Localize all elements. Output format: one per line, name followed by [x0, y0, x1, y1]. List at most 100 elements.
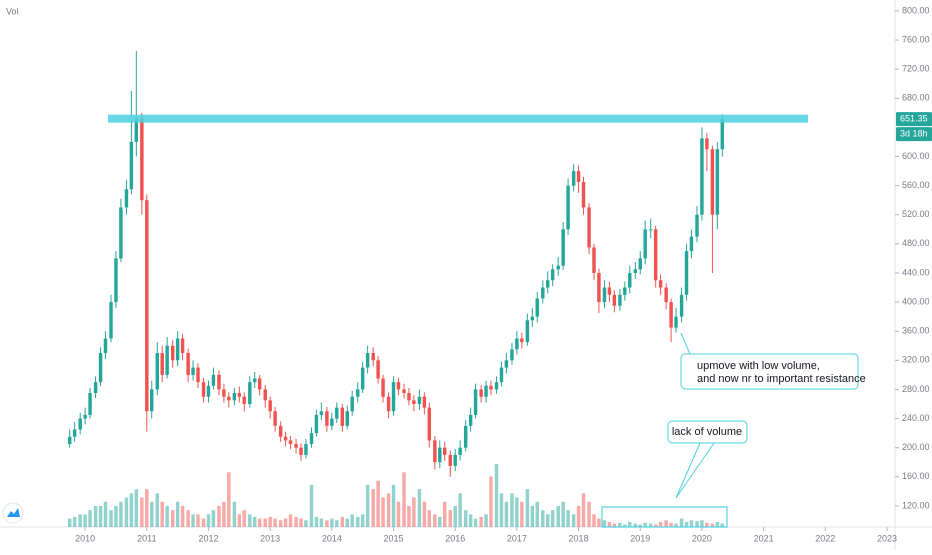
- candle-body: [473, 389, 478, 415]
- callout-text: lack of volume: [672, 426, 742, 438]
- candle-body: [186, 353, 190, 375]
- candle-body: [319, 411, 324, 415]
- candle-body: [612, 294, 617, 306]
- volume-bar: [248, 514, 252, 527]
- candle-body: [433, 440, 437, 463]
- y-tick-label: 480.00: [902, 238, 930, 248]
- volume-bar: [541, 510, 545, 527]
- volume-bar: [535, 501, 539, 527]
- x-tick-label: 2015: [384, 533, 404, 543]
- volume-bar: [222, 501, 226, 527]
- logo[interactable]: [2, 502, 24, 524]
- volume-bar: [299, 518, 303, 527]
- x-tick-label: 2021: [754, 533, 774, 543]
- candle-body: [140, 118, 144, 201]
- volume-bar: [103, 501, 108, 527]
- volume-bar: [376, 480, 380, 527]
- candle-body: [628, 272, 632, 288]
- volume-bar: [571, 514, 576, 527]
- candle-body: [587, 207, 591, 248]
- candle-body: [134, 118, 139, 142]
- volume-bar: [473, 518, 478, 527]
- volume-bar: [700, 520, 704, 527]
- candle-body: [170, 345, 175, 361]
- candle-body: [597, 272, 601, 303]
- volume-bar: [684, 521, 689, 527]
- candle-body: [607, 287, 612, 295]
- volume-bar: [170, 510, 175, 527]
- candle-body: [268, 400, 272, 412]
- volume-bar: [402, 472, 406, 527]
- candle-body: [242, 396, 246, 404]
- volume-bar: [191, 514, 195, 527]
- candle-body: [458, 447, 462, 455]
- candle-body: [237, 393, 242, 397]
- volume-bar: [88, 510, 92, 527]
- volume-bar: [283, 518, 288, 527]
- candle-body: [211, 374, 216, 386]
- annotation-callout: upmove with low volume, and now nr to im…: [680, 332, 866, 390]
- volume-bar: [592, 514, 596, 527]
- volume-bar: [365, 484, 370, 527]
- volume-bar: [510, 493, 514, 527]
- volume-bar: [468, 514, 473, 527]
- volume-bar: [504, 501, 509, 527]
- volume-bar: [515, 497, 519, 527]
- candle-body: [98, 353, 103, 383]
- callout-text: upmove with low volume,: [697, 360, 820, 372]
- volume-bar: [618, 522, 622, 527]
- volume-bar: [643, 522, 647, 527]
- volume-bar: [186, 510, 190, 527]
- volume-bar: [304, 520, 308, 527]
- volume-bar: [294, 516, 298, 527]
- candle-body: [386, 396, 391, 412]
- candle-body: [684, 251, 689, 295]
- y-tick-label: 760.00: [902, 34, 930, 44]
- candle-body: [371, 353, 375, 361]
- candle-body: [217, 374, 221, 390]
- candle-body: [479, 389, 483, 397]
- candle-body: [78, 418, 82, 430]
- volume-bar: [417, 489, 422, 527]
- candle-body: [422, 396, 427, 408]
- candle-body: [124, 189, 129, 208]
- volume-bar: [581, 493, 586, 527]
- candle-body: [720, 119, 725, 150]
- candle-body: [499, 367, 504, 383]
- candle-body: [638, 258, 642, 270]
- candle-body: [556, 265, 560, 270]
- candle-body: [288, 440, 293, 445]
- candle-body: [175, 338, 180, 361]
- x-tick-label: 2014: [322, 533, 342, 543]
- candle-body: [561, 229, 565, 266]
- volume-bar: [350, 514, 354, 527]
- candle-body: [335, 407, 339, 419]
- candle-body: [309, 433, 314, 445]
- volume-label: Vol: [6, 6, 19, 16]
- volume-bar: [587, 501, 591, 527]
- logo-icon[interactable]: [7, 508, 20, 517]
- volume-bar: [597, 518, 601, 527]
- volume-bar: [165, 505, 169, 527]
- volume-bar: [453, 505, 457, 527]
- y-tick-label: 440.00: [902, 267, 930, 277]
- volume-bar: [520, 501, 524, 527]
- countdown-badge: [896, 127, 932, 142]
- candle-body: [206, 385, 211, 397]
- candle-body: [623, 287, 627, 295]
- x-tick-label: 2019: [630, 533, 650, 543]
- volume-bar: [257, 518, 262, 527]
- candle-body: [566, 185, 570, 230]
- y-tick-label: 320.00: [902, 355, 930, 365]
- y-tick-label: 160.00: [902, 471, 930, 481]
- volume-bar: [356, 516, 360, 527]
- candle-body: [273, 411, 277, 426]
- candle-body: [530, 316, 535, 321]
- candle-body: [592, 247, 596, 273]
- candle-body: [294, 444, 298, 448]
- volume-bar: [489, 476, 493, 527]
- callout-pointer: [675, 442, 715, 499]
- candle-body: [196, 367, 200, 383]
- x-tick-label: 2020: [692, 533, 712, 543]
